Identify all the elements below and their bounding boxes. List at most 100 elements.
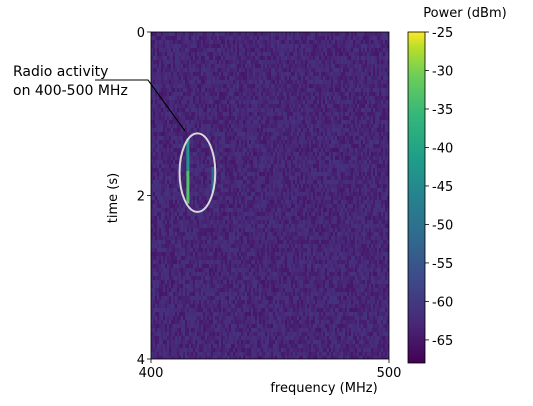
heatmap-cell xyxy=(155,180,158,185)
heatmap-cell xyxy=(193,80,196,85)
heatmap-cell xyxy=(209,136,212,141)
heatmap-cell xyxy=(189,328,192,333)
heatmap-cell xyxy=(247,280,250,285)
heatmap-cell xyxy=(163,280,166,285)
heatmap-cell xyxy=(171,208,174,213)
heatmap-cell xyxy=(181,224,184,229)
heatmap-cell xyxy=(257,272,260,277)
heatmap-cell xyxy=(173,96,176,101)
heatmap-cell xyxy=(259,120,262,125)
heatmap-cell xyxy=(233,336,236,341)
heatmap-cell xyxy=(215,232,218,237)
heatmap-cell xyxy=(237,212,240,217)
heatmap-cell xyxy=(161,164,164,169)
heatmap-cell xyxy=(167,128,170,133)
heatmap-cell xyxy=(205,308,208,313)
heatmap-cell xyxy=(233,112,236,117)
heatmap-cell xyxy=(155,276,158,281)
heatmap-cell xyxy=(249,308,252,313)
heatmap-cell xyxy=(243,300,246,305)
heatmap-cell xyxy=(211,48,214,53)
heatmap-cell xyxy=(263,196,266,201)
heatmap-cell xyxy=(187,296,190,301)
heatmap-cell xyxy=(227,36,230,41)
heatmap-cell xyxy=(221,252,224,257)
heatmap-cell xyxy=(193,260,196,265)
heatmap-cell xyxy=(155,148,158,153)
heatmap-cell xyxy=(209,48,212,53)
heatmap-cell xyxy=(223,216,226,221)
heatmap-cell xyxy=(253,60,256,65)
heatmap-cell xyxy=(203,56,206,61)
heatmap-cell xyxy=(237,248,240,253)
heatmap-cell xyxy=(221,76,224,81)
heatmap-cell xyxy=(229,228,232,233)
heatmap-cell xyxy=(179,188,182,193)
heatmap-cell xyxy=(179,56,182,61)
heatmap-cell xyxy=(263,56,266,61)
heatmap-cell xyxy=(253,240,256,245)
heatmap-cell xyxy=(181,236,184,241)
heatmap-cell xyxy=(203,188,206,193)
heatmap-cell xyxy=(163,288,166,293)
heatmap-cell xyxy=(183,120,186,125)
heatmap-cell xyxy=(195,64,198,69)
heatmap-cell xyxy=(183,96,186,101)
heatmap-cell xyxy=(211,40,214,45)
heatmap-cell xyxy=(189,176,192,181)
heatmap-cell xyxy=(229,80,232,85)
heatmap-cell xyxy=(265,124,268,129)
heatmap-cell xyxy=(151,324,154,329)
heatmap-cell xyxy=(239,32,242,37)
heatmap-cell xyxy=(211,332,214,337)
heatmap-cell xyxy=(169,344,172,349)
heatmap-cell xyxy=(235,216,238,221)
heatmap-cell xyxy=(155,136,158,141)
heatmap-cell xyxy=(231,200,234,205)
heatmap-cell xyxy=(185,72,188,77)
heatmap-cell xyxy=(205,324,208,329)
heatmap-cell xyxy=(219,304,222,309)
heatmap-cell xyxy=(211,324,214,329)
heatmap-cell xyxy=(183,200,186,205)
heatmap-cell xyxy=(217,116,220,121)
heatmap-cell xyxy=(191,60,194,65)
heatmap-cell xyxy=(187,256,190,261)
heatmap-cell xyxy=(171,340,174,345)
heatmap-cell xyxy=(173,208,176,213)
heatmap-cell xyxy=(187,80,190,85)
heatmap-cell xyxy=(233,232,236,237)
heatmap-cell xyxy=(233,264,236,269)
heatmap-cell xyxy=(251,80,254,85)
heatmap-cell xyxy=(187,284,190,289)
heatmap-cell xyxy=(181,232,184,237)
heatmap-cell xyxy=(185,120,188,125)
heatmap-cell xyxy=(209,288,212,293)
heatmap-cell xyxy=(265,136,268,141)
heatmap-cell xyxy=(159,340,162,345)
heatmap-cell xyxy=(177,196,180,201)
heatmap-cell xyxy=(261,244,264,249)
heatmap-cell xyxy=(167,84,170,89)
heatmap-cell xyxy=(249,268,252,273)
heatmap-cell xyxy=(211,288,214,293)
heatmap-cell xyxy=(257,204,260,209)
heatmap-cell xyxy=(167,348,170,353)
heatmap-cell xyxy=(239,108,242,113)
heatmap-cell xyxy=(237,188,240,193)
heatmap-cell xyxy=(241,244,244,249)
heatmap-cell xyxy=(195,48,198,53)
heatmap-cell xyxy=(263,280,266,285)
heatmap-cell xyxy=(163,56,166,61)
heatmap-cell xyxy=(191,180,194,185)
heatmap-cell xyxy=(181,352,184,357)
heatmap-cell xyxy=(159,236,162,241)
heatmap-cell xyxy=(155,76,158,81)
heatmap-cell xyxy=(191,292,194,297)
heatmap-cell xyxy=(229,320,232,325)
heatmap-cell xyxy=(161,40,164,45)
heatmap-cell xyxy=(249,88,252,93)
heatmap-cell xyxy=(195,56,198,61)
heatmap-cell xyxy=(247,292,250,297)
heatmap-cell xyxy=(237,52,240,57)
